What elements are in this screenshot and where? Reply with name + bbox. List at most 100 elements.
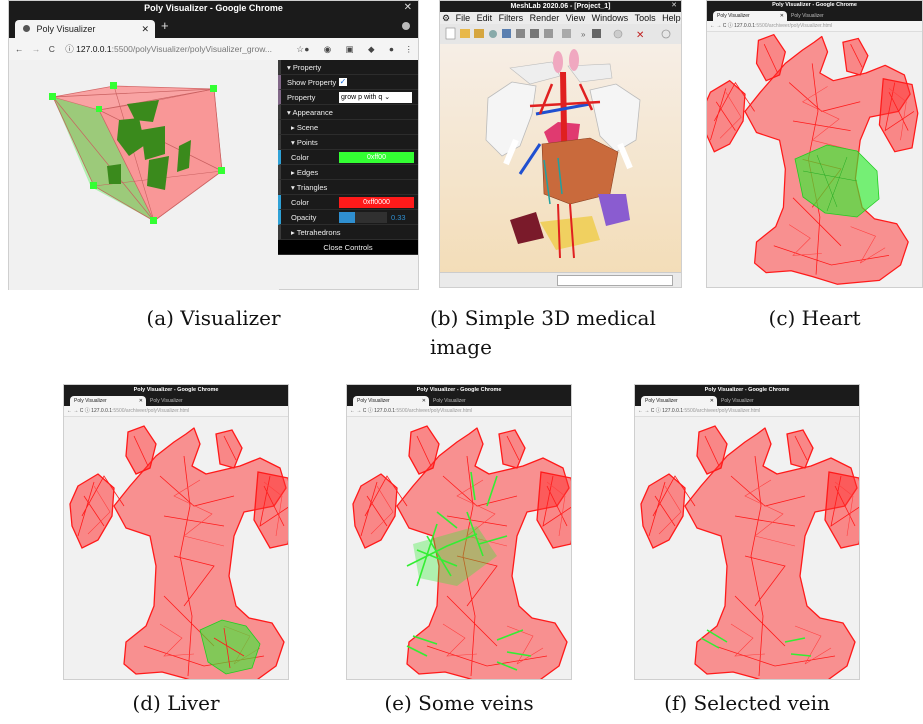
window-title: Poly Visualizer - Google Chrome	[347, 385, 571, 395]
forward-icon[interactable]: →	[31, 44, 41, 54]
url-host[interactable]: 127.0.0.1	[374, 408, 396, 414]
close-window-icon[interactable]: ✕	[671, 2, 677, 9]
tab-second[interactable]: Poly Visualizer	[721, 396, 754, 406]
folder-property[interactable]: ▾ Property	[278, 60, 418, 75]
folder-scene-label: Scene	[296, 123, 319, 132]
url-path[interactable]: :5500/archiveer/polyVisualizer.html	[112, 408, 190, 414]
nav-icons[interactable]: ← → C ⓘ	[350, 408, 375, 414]
caption-b-line1: (b) Simple 3D medical	[430, 306, 656, 330]
tab-poly-visualizer[interactable]: Poly Visualizer ✕	[353, 396, 429, 406]
folder-edges[interactable]: ▸ Edges	[278, 165, 418, 180]
url-path[interactable]: :5500/polyVisualizer/polyVisualizer_grow…	[111, 44, 272, 54]
bookmark-star-icon[interactable]: ☆	[296, 44, 304, 54]
meshlab-viewport[interactable]	[440, 44, 681, 273]
mesh-canvas[interactable]	[635, 416, 860, 680]
info-icon: ⓘ	[65, 44, 74, 54]
menu-icon[interactable]: ⋮	[404, 44, 414, 54]
close-tab-icon[interactable]: ✕	[138, 398, 143, 404]
menu-filters[interactable]: Filters	[498, 13, 524, 23]
url-host[interactable]: 127.0.0.1	[76, 44, 112, 54]
close-window-icon[interactable]: ✕	[403, 2, 412, 13]
url-path[interactable]: :5500/archiveer/polyVisualizer.html	[755, 23, 833, 29]
tab-poly-visualizer[interactable]: Poly Visualizer ✕	[641, 396, 717, 406]
caption-c: (c) Heart	[768, 306, 861, 330]
address-bar: ← → C ⓘ 127.0.0.1:5500/archiveer/polyVis…	[64, 406, 288, 417]
tab-second[interactable]: Poly Visualizer	[150, 396, 183, 406]
viewport-a[interactable]	[9, 60, 279, 290]
points-color-swatch[interactable]: 0xff00	[339, 152, 414, 163]
menu-file[interactable]: File	[455, 13, 471, 23]
address-bar: ← → C ⓘ 127.0.0.1:5500/archiveer/polyVis…	[347, 406, 571, 417]
close-tab-icon[interactable]: ✕	[141, 24, 149, 34]
chrome-window-c: Poly Visualizer - Google Chrome Poly Vis…	[706, 0, 923, 288]
svg-text:»: »	[581, 30, 586, 39]
tab-label: Poly Visualizer	[74, 398, 107, 404]
viewport-f[interactable]	[635, 416, 860, 680]
url-host[interactable]: 127.0.0.1	[91, 408, 113, 414]
folder-points[interactable]: ▾ Points	[278, 135, 418, 150]
address-bar: ← → C ⓘ 127.0.0.1:5500/polyVisualizer/po…	[9, 38, 418, 61]
toolbar-icons[interactable]: » ✕	[440, 24, 682, 44]
show-property-label: Show Property	[287, 78, 337, 87]
menu-render[interactable]: Render	[529, 13, 560, 23]
url-path[interactable]: :5500/archiveer/polyVisualizer.html	[683, 408, 761, 414]
anatomy-model[interactable]	[440, 44, 682, 275]
mesh-canvas[interactable]	[64, 416, 289, 680]
viewport-c[interactable]	[706, 31, 922, 287]
opacity-value[interactable]: 0.33	[391, 213, 406, 222]
tab-second[interactable]: Poly Visualizer	[433, 396, 466, 406]
menu-tools[interactable]: Tools	[634, 13, 656, 23]
mesh-canvas[interactable]	[347, 416, 572, 680]
chrome-window-f: Poly Visualizer - Google Chrome Poly Vis…	[634, 384, 860, 680]
chrome-window-e: Poly Visualizer - Google Chrome Poly Vis…	[346, 384, 572, 680]
tab-poly-visualizer[interactable]: Poly Visualizer ✕	[70, 396, 146, 406]
folder-appearance[interactable]: ▾ Appearance	[278, 105, 418, 120]
mesh-canvas[interactable]	[706, 31, 922, 287]
window-title: MeshLab 2020.06 - [Project_1]	[440, 1, 681, 12]
tab-poly-visualizer[interactable]: Poly Visualizer ✕	[713, 11, 787, 21]
polyhedron-canvas[interactable]	[9, 60, 279, 290]
menu-help[interactable]: Help	[662, 13, 681, 23]
close-tab-icon[interactable]: ✕	[779, 13, 784, 19]
tab-label: Poly Visualizer	[357, 398, 390, 404]
close-controls-button[interactable]: Close Controls	[278, 240, 418, 255]
tab-second[interactable]: Poly Visualizer	[791, 11, 824, 21]
back-icon[interactable]: ←	[15, 44, 24, 54]
close-tab-icon[interactable]: ✕	[421, 398, 426, 404]
url-host[interactable]: 127.0.0.1	[734, 23, 756, 29]
reload-icon[interactable]: C	[48, 44, 55, 54]
opacity-row: Opacity 0.33	[278, 210, 418, 225]
tab2-label: Poly Visualizer	[721, 398, 754, 404]
viewport-e[interactable]	[347, 416, 572, 680]
caption-a: (a) Visualizer	[146, 306, 281, 330]
menu-windows[interactable]: Windows	[591, 13, 629, 23]
nav-icons[interactable]: ← → C ⓘ	[710, 23, 735, 29]
profile-icon[interactable]	[402, 22, 410, 30]
points-color-value: 0xff00	[367, 154, 386, 161]
url-path[interactable]: :5500/archiveer/polyVisualizer.html	[395, 408, 473, 414]
new-tab-button[interactable]: +	[161, 18, 169, 33]
nav-icons[interactable]: ← → C ⓘ	[67, 408, 92, 414]
caption-b-line2: image	[430, 335, 492, 359]
nav-icons[interactable]: ← → C ⓘ	[638, 408, 663, 414]
points-color-label: Color	[291, 153, 309, 162]
tab-label: Poly Visualizer	[645, 398, 678, 404]
url-host[interactable]: 127.0.0.1	[662, 408, 684, 414]
folder-property-label: Property	[292, 63, 322, 72]
folder-scene[interactable]: ▸ Scene	[278, 120, 418, 135]
folder-triangles[interactable]: ▾ Triangles	[278, 180, 418, 195]
close-tab-icon[interactable]: ✕	[709, 398, 714, 404]
folder-tetrahedrons[interactable]: ▸ Tetrahedrons	[278, 225, 418, 240]
tab-label: Poly Visualizer	[717, 13, 750, 19]
tab-poly-visualizer[interactable]: Poly Visualizer ✕	[15, 20, 155, 38]
property-select[interactable]: grow p with q ⌄	[339, 92, 412, 103]
opacity-slider[interactable]	[339, 212, 387, 223]
menu-edit[interactable]: Edit	[476, 13, 493, 23]
triangles-color-swatch[interactable]: 0xff0000	[339, 197, 414, 208]
menu-view[interactable]: View	[565, 13, 586, 23]
extension-icons[interactable]: ● ◉ ▣ ◆ ●	[304, 44, 400, 54]
chrome-icon	[23, 25, 30, 32]
show-property-checkbox[interactable]: ✓	[339, 77, 347, 86]
viewport-d[interactable]	[64, 416, 289, 680]
property-label: Property	[287, 93, 316, 102]
